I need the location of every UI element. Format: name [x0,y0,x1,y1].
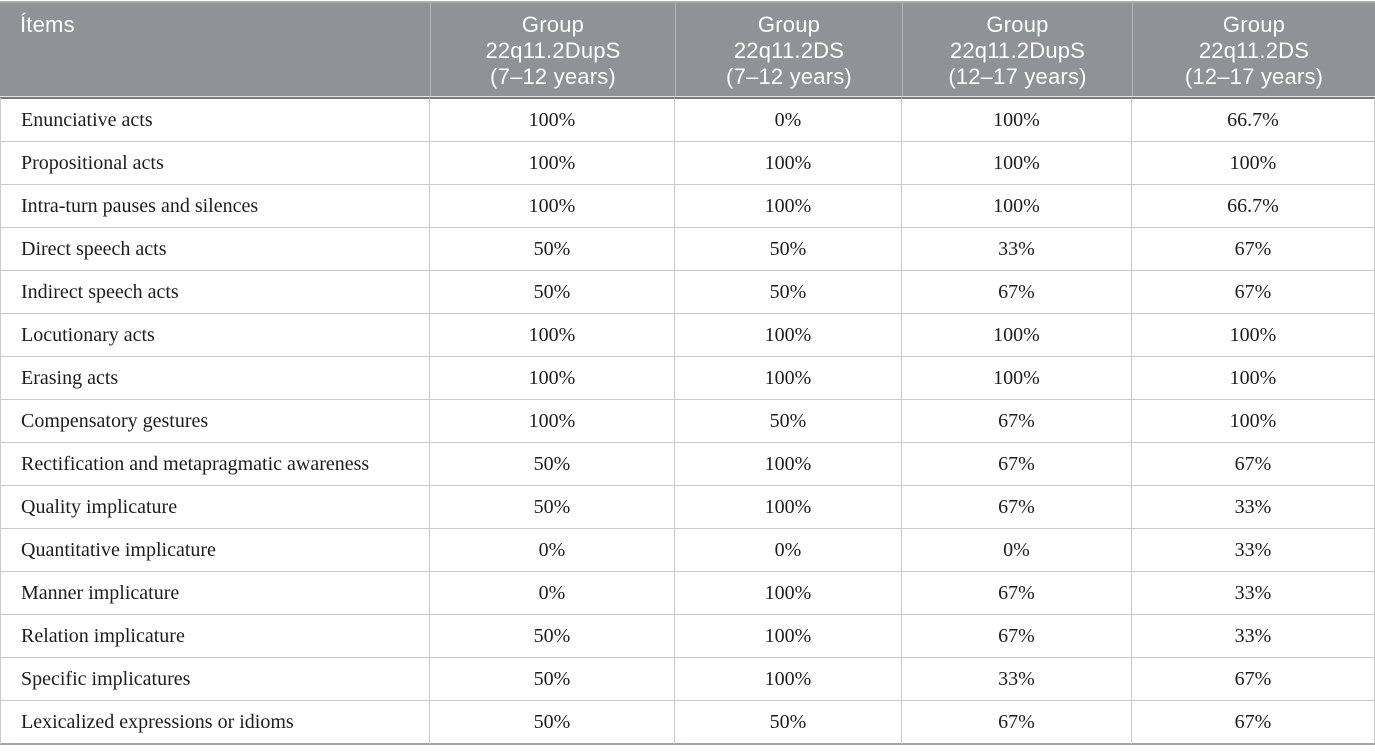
value-cell: 100% [902,185,1132,228]
item-label: Indirect speech acts [0,271,430,314]
table-row: Intra-turn pauses and silences 100% 100%… [0,185,1375,228]
item-label: Direct speech acts [0,228,430,271]
item-label: Quantitative implicature [0,529,430,572]
value-cell: 67% [902,701,1132,745]
value-cell: 100% [1132,357,1375,400]
value-cell: 33% [1132,572,1375,615]
value-cell: 0% [902,529,1132,572]
value-cell: 50% [675,400,902,443]
table-row: Lexicalized expressions or idioms 50% 50… [0,701,1375,745]
value-cell: 100% [675,443,902,486]
value-cell: 67% [902,271,1132,314]
item-label: Compensatory gestures [0,400,430,443]
item-label: Propositional acts [0,142,430,185]
value-cell: 50% [430,658,675,701]
value-cell: 100% [430,314,675,357]
value-cell: 100% [1132,400,1375,443]
value-cell: 50% [675,271,902,314]
column-header-group-dups-7-12: Group 22q11.2DupS (7–12 years) [430,1,675,97]
value-cell: 0% [430,572,675,615]
value-cell: 67% [902,443,1132,486]
value-cell: 100% [675,357,902,400]
value-cell: 100% [430,142,675,185]
value-cell: 50% [430,701,675,745]
value-cell: 0% [430,529,675,572]
value-cell: 100% [430,185,675,228]
item-label: Lexicalized expressions or idioms [0,701,430,745]
table-row: Indirect speech acts 50% 50% 67% 67% [0,271,1375,314]
table-row: Enunciative acts 100% 0% 100% 66.7% [0,97,1375,142]
value-cell: 100% [430,400,675,443]
value-cell: 33% [902,658,1132,701]
value-cell: 100% [902,97,1132,142]
value-cell: 67% [1132,658,1375,701]
item-label: Manner implicature [0,572,430,615]
table-row: Locutionary acts 100% 100% 100% 100% [0,314,1375,357]
item-label: Specific implicatures [0,658,430,701]
value-cell: 33% [1132,615,1375,658]
value-cell: 100% [902,142,1132,185]
value-cell: 50% [430,486,675,529]
item-label: Relation implicature [0,615,430,658]
value-cell: 66.7% [1132,97,1375,142]
value-cell: 33% [1132,486,1375,529]
value-cell: 0% [675,97,902,142]
column-header-group-dups-12-17: Group 22q11.2DupS (12–17 years) [902,1,1132,97]
table-row: Relation implicature 50% 100% 67% 33% [0,615,1375,658]
value-cell: 50% [430,271,675,314]
header-row: Ítems Group 22q11.2DupS (7–12 years) Gro… [0,1,1375,97]
table-header: Ítems Group 22q11.2DupS (7–12 years) Gro… [0,1,1375,97]
table-row: Quality implicature 50% 100% 67% 33% [0,486,1375,529]
value-cell: 100% [675,658,902,701]
table-row: Quantitative implicature 0% 0% 0% 33% [0,529,1375,572]
item-label: Erasing acts [0,357,430,400]
value-cell: 100% [675,572,902,615]
value-cell: 50% [675,228,902,271]
value-cell: 100% [430,97,675,142]
value-cell: 50% [430,228,675,271]
value-cell: 100% [902,357,1132,400]
value-cell: 100% [1132,142,1375,185]
value-cell: 67% [902,486,1132,529]
column-header-group-ds-7-12: Group 22q11.2DS (7–12 years) [675,1,902,97]
value-cell: 67% [902,572,1132,615]
table-row: Specific implicatures 50% 100% 33% 67% [0,658,1375,701]
item-label: Rectification and metapragmatic awarenes… [0,443,430,486]
value-cell: 100% [902,314,1132,357]
value-cell: 0% [675,529,902,572]
value-cell: 100% [1132,314,1375,357]
value-cell: 67% [902,615,1132,658]
table-row: Direct speech acts 50% 50% 33% 67% [0,228,1375,271]
value-cell: 33% [1132,529,1375,572]
table-row: Compensatory gestures 100% 50% 67% 100% [0,400,1375,443]
item-label: Enunciative acts [0,97,430,142]
column-header-group-ds-12-17: Group 22q11.2DS (12–17 years) [1132,1,1375,97]
value-cell: 50% [430,443,675,486]
table-body: Enunciative acts 100% 0% 100% 66.7% Prop… [0,97,1375,745]
value-cell: 100% [675,615,902,658]
item-label: Intra-turn pauses and silences [0,185,430,228]
value-cell: 67% [1132,701,1375,745]
value-cell: 33% [902,228,1132,271]
table-row: Rectification and metapragmatic awarenes… [0,443,1375,486]
value-cell: 100% [430,357,675,400]
value-cell: 67% [902,400,1132,443]
value-cell: 50% [430,615,675,658]
item-label: Quality implicature [0,486,430,529]
table-row: Erasing acts 100% 100% 100% 100% [0,357,1375,400]
value-cell: 66.7% [1132,185,1375,228]
value-cell: 100% [675,486,902,529]
value-cell: 100% [675,314,902,357]
value-cell: 67% [1132,228,1375,271]
value-cell: 67% [1132,443,1375,486]
value-cell: 100% [675,185,902,228]
value-cell: 100% [675,142,902,185]
value-cell: 67% [1132,271,1375,314]
table-row: Propositional acts 100% 100% 100% 100% [0,142,1375,185]
item-label: Locutionary acts [0,314,430,357]
column-header-items: Ítems [0,1,430,97]
table-row: Manner implicature 0% 100% 67% 33% [0,572,1375,615]
value-cell: 50% [675,701,902,745]
